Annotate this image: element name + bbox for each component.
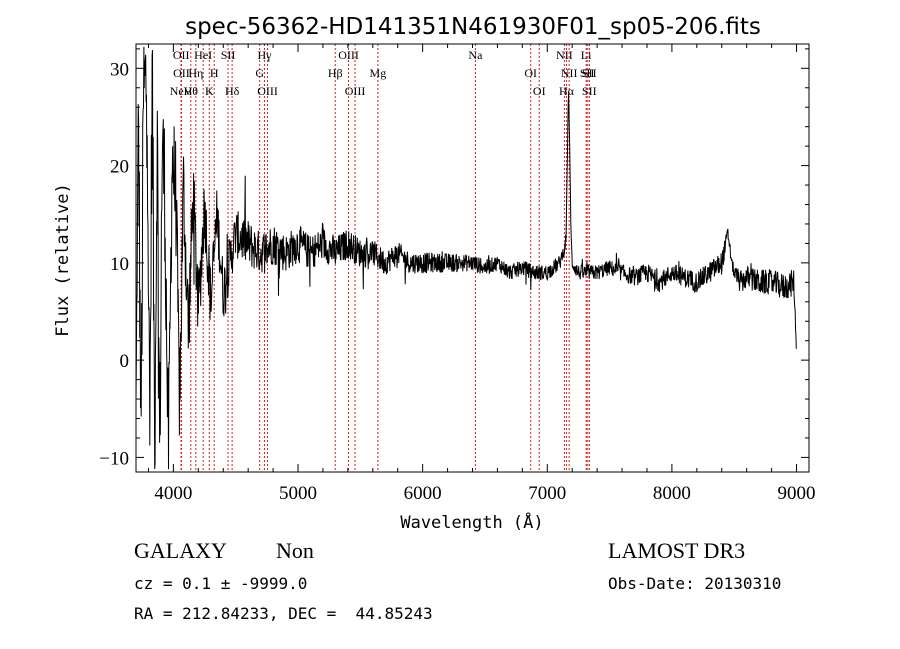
plot-frame	[135, 43, 810, 473]
x-axis-ticks: 4000 5000 6000 7000 8000 9000	[147, 44, 816, 504]
spectral-line-label: OI	[533, 84, 546, 98]
y-tick-label: 30	[110, 59, 129, 80]
y-tick-label: 20	[110, 157, 129, 178]
spectral-line-markers	[180, 44, 590, 472]
subclass-label: Non	[276, 538, 314, 563]
spectral-line-label: OIII	[338, 48, 359, 62]
spectral-line-label: Mg	[370, 66, 387, 80]
x-tick-label: 7000	[528, 483, 566, 504]
x-axis-label: Wavelength (Å)	[400, 511, 543, 533]
spectral-line-label: Hδ	[225, 84, 240, 98]
y-axis-label: Flux (relative)	[53, 183, 73, 337]
spectral-line-label: Na	[468, 48, 483, 62]
x-tick-label: 9000	[778, 483, 816, 504]
spectral-line-label: SII	[580, 66, 595, 80]
spectral-line-label: SII	[582, 84, 597, 98]
spectral-line-label: NeV	[170, 84, 193, 98]
spectral-line-label: SII	[221, 48, 236, 62]
coordinates-line: RA = 212.84233, DEC = 44.85243	[134, 604, 433, 623]
spectral-line-label: Hα	[559, 84, 575, 98]
x-tick-label: 8000	[653, 483, 691, 504]
redshift-line: cz = 0.1 ± -9999.0	[134, 574, 308, 593]
spectral-line-label: Li	[581, 48, 592, 62]
spectral-line-label: Hη	[188, 66, 203, 80]
spectral-line-label: Hγ	[257, 48, 272, 62]
spectral-line-label: H	[210, 66, 219, 80]
spectral-line-label: NII	[556, 48, 573, 62]
obs-date: Obs-Date: 20130310	[608, 574, 782, 593]
chart-title: spec-56362-HD141351N461930F01_sp05-206.f…	[185, 14, 761, 40]
y-axis-ticks: −10 0 10 20 30	[99, 48, 809, 469]
y-tick-label: −10	[99, 448, 129, 469]
spectral-line-label: K	[205, 84, 214, 98]
spectral-line-label: NII	[561, 66, 578, 80]
y-tick-label: 10	[110, 254, 129, 275]
x-tick-label: 4000	[154, 483, 192, 504]
spectrum-series-line	[135, 46, 797, 470]
spectral-line-label: OII	[173, 66, 190, 80]
spectral-line-label: OI	[524, 66, 537, 80]
spectral-line-label: SII	[582, 66, 597, 80]
spectral-line-label: HeI	[194, 48, 212, 62]
spectral-line-label: Hθ	[184, 84, 199, 98]
spectral-line-label: OII	[173, 48, 190, 62]
spectral-line-label: G	[255, 66, 264, 80]
x-tick-label: 6000	[404, 483, 442, 504]
spectral-line-label: OIII	[257, 84, 278, 98]
y-tick-label: 0	[120, 351, 130, 372]
x-tick-label: 5000	[279, 483, 317, 504]
spectral-line-label: OIII	[345, 84, 366, 98]
class-label: GALAXY	[134, 538, 227, 563]
survey-label: LAMOST DR3	[608, 538, 746, 563]
spectral-line-label: Hβ	[328, 66, 343, 80]
